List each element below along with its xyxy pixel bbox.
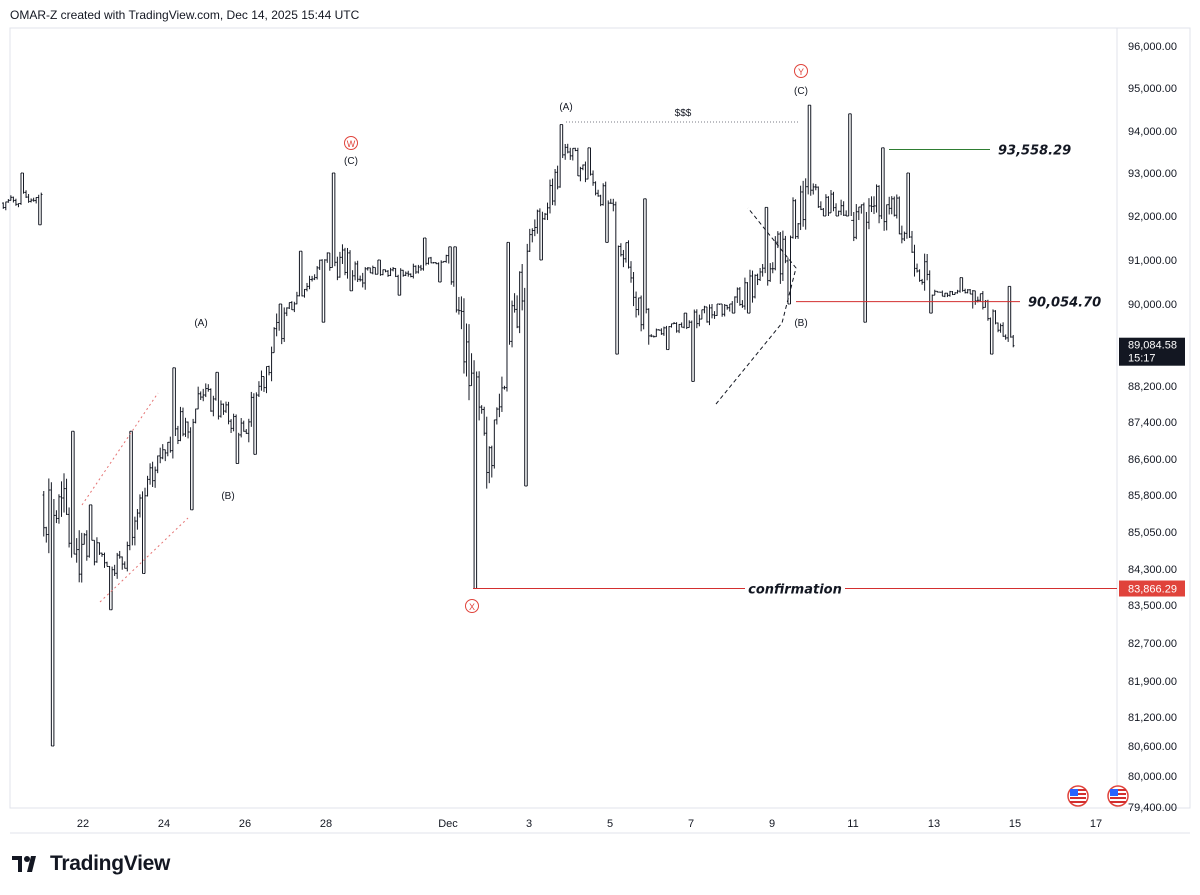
price-tick-label: 82,700.00 [1128, 638, 1177, 650]
price-tick-label: 96,000.00 [1128, 41, 1177, 53]
current-price-value: 89,084.58 [1128, 340, 1177, 352]
price-tick-label: 80,600.00 [1128, 741, 1177, 753]
chart-frame [9, 27, 1118, 809]
time-tick-label: 11 [847, 818, 858, 830]
ohlc-bars [2, 104, 1015, 747]
time-tick-label: 7 [688, 818, 694, 830]
time-tick-label: 17 [1090, 818, 1102, 830]
tradingview-logo-text: TradingView [50, 852, 171, 875]
time-tick-label: 9 [769, 818, 775, 830]
time-tick-label: Dec [438, 818, 458, 830]
price-tick-label: 81,900.00 [1128, 676, 1177, 688]
pivot-level-label: 90,054.70 [1028, 296, 1101, 311]
time-tick-label: 15 [1009, 818, 1021, 830]
triangle-pattern-line [715, 207, 797, 405]
price-tick-label: 88,200.00 [1128, 381, 1177, 393]
time-tick-label: 5 [607, 818, 613, 830]
confirmation-price-tag [1119, 580, 1185, 597]
countdown-value: 15:17 [1128, 353, 1156, 365]
price-tick-label: 92,000.00 [1128, 211, 1177, 223]
time-tick-label: 3 [526, 818, 532, 830]
wave-label: (A) [194, 318, 207, 329]
price-tick-label: 93,000.00 [1128, 168, 1177, 180]
price-tick-label: 80,000.00 [1128, 771, 1177, 783]
price-tick-label: 86,600.00 [1128, 454, 1177, 466]
price-tick-label: 84,300.00 [1128, 564, 1177, 576]
time-tick-label: 28 [320, 818, 332, 830]
wave-label-circled: X [469, 602, 475, 612]
price-axis-frame [1116, 27, 1191, 809]
us-flag-icon[interactable] [1107, 785, 1129, 807]
price-axis: 96,000.00 95,000.00 94,000.00 93,000.00 92,0… [1119, 41, 1185, 814]
wave-label: (A) [559, 102, 572, 113]
price-tick-label: 85,800.00 [1128, 490, 1177, 502]
current-price-badge [1119, 337, 1185, 366]
time-tick-label: 13 [928, 818, 940, 830]
confirmation-price-value: 83,866.29 [1128, 584, 1177, 596]
time-tick-label: 26 [239, 818, 251, 830]
liquidity-label: $$$ [675, 108, 692, 119]
tradingview-logo: TradingView [12, 852, 170, 876]
time-axis: 22 24 26 28 Dec 3 5 7 9 11 13 15 17 [77, 818, 1102, 830]
price-tick-label: 81,200.00 [1128, 712, 1177, 724]
price-tick-label: 91,000.00 [1128, 255, 1177, 267]
wave-label: (B) [794, 318, 807, 329]
price-tick-label: 79,400.00 [1128, 802, 1177, 814]
channel-lower-line [99, 517, 189, 603]
wave-circle-marker [465, 599, 479, 613]
time-tick-label: 22 [77, 818, 89, 830]
tradingview-logo-icon [12, 856, 36, 872]
us-flag-icon[interactable] [1067, 785, 1089, 807]
resistance-level-label: 93,558.29 [998, 144, 1071, 159]
wave-label: (C) [794, 86, 808, 97]
price-tick-label: 94,000.00 [1128, 126, 1177, 138]
price-chart[interactable]: 93,558.29 90,054.70 confirmation $$$ (A) (B) W… [0, 0, 1200, 840]
chart-overlays: 93,558.29 90,054.70 confirmation $$$ (A) (B) W… [81, 64, 1117, 613]
chart-attribution: OMAR-Z created with TradingView.com, Dec… [10, 8, 360, 22]
time-tick-label: 24 [158, 818, 170, 830]
wave-label: (B) [221, 491, 234, 502]
price-tick-label: 83,500.00 [1128, 600, 1177, 612]
wave-label-circled: Y [798, 67, 804, 77]
confirmation-label: confirmation [748, 583, 842, 598]
price-tick-label: 95,000.00 [1128, 83, 1177, 95]
price-tick-label: 90,000.00 [1128, 299, 1177, 311]
wave-label-circled: W [347, 139, 356, 149]
wave-circle-marker [794, 64, 808, 78]
price-tick-label: 87,400.00 [1128, 417, 1177, 429]
wave-circle-marker [344, 136, 358, 150]
price-tick-label: 85,050.00 [1128, 527, 1177, 539]
wave-label: (C) [344, 156, 358, 167]
